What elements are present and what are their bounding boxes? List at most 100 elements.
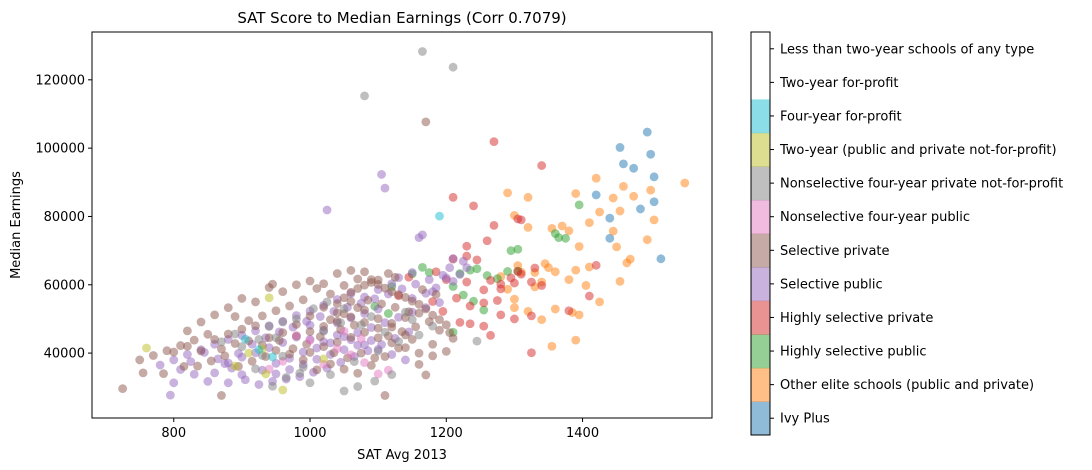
point-highly-selective-private (455, 317, 465, 327)
plot-frame (91, 31, 713, 419)
x-tick-label: 1400 (566, 426, 599, 441)
y-axis-label: Median Earnings (9, 171, 24, 279)
point-selective-private (118, 384, 128, 394)
point-nonselective-four-year-private-not-for-profit (339, 386, 349, 396)
point-other-elite-schools-public-and-private (564, 275, 574, 285)
point-highly-selective-public (418, 262, 427, 272)
point-selective-private (230, 312, 240, 321)
point-ivy-plus (646, 149, 656, 159)
point-highly-selective-public (424, 268, 434, 277)
point-selective-public (169, 378, 179, 388)
point-selective-private (380, 391, 390, 400)
point-selective-private (332, 308, 342, 318)
point-two-year-public-and-private-not-for-profit (261, 369, 271, 379)
point-four-year-for-profit (435, 211, 444, 221)
point-highly-selective-private (465, 301, 475, 311)
point-nonselective-four-year-private-not-for-profit (394, 337, 403, 346)
point-nonselective-four-year-private-not-for-profit (251, 364, 260, 374)
point-highly-selective-private (472, 255, 482, 265)
point-selective-private (326, 315, 335, 325)
point-selective-public (407, 268, 417, 277)
point-selective-private (360, 305, 369, 315)
point-selective-private (244, 316, 254, 326)
point-highly-selective-private (469, 201, 478, 211)
point-selective-private (305, 311, 315, 321)
point-selective-public (213, 354, 223, 364)
point-other-elite-schools-public-and-private (503, 284, 513, 294)
point-ivy-plus (649, 172, 659, 182)
point-other-elite-schools-public-and-private (571, 335, 581, 345)
x-axis-ticks: 800 1000 1200 1400 (161, 418, 599, 441)
point-selective-private (346, 312, 356, 322)
point-nonselective-four-year-private-not-for-profit (336, 318, 346, 328)
point-nonselective-four-year-private-not-for-profit (414, 330, 424, 340)
point-highly-selective-private (479, 321, 489, 331)
point-selective-public (240, 375, 250, 385)
point-selective-private (278, 287, 288, 297)
point-selective-public (271, 358, 281, 368)
point-selective-private (206, 356, 216, 366)
point-selective-private (346, 287, 356, 297)
point-highly-selective-public (561, 233, 570, 243)
colorbar-label: Less than two-year schools of any type (780, 42, 1034, 57)
point-nonselective-four-year-private-not-for-profit (264, 322, 274, 331)
point-nonselective-four-year-public (291, 331, 301, 341)
point-selective-public (223, 358, 233, 368)
point-two-year-public-and-private-not-for-profit (319, 354, 329, 364)
point-selective-public (445, 263, 455, 273)
point-selective-private (370, 353, 380, 363)
point-selective-public (169, 355, 179, 365)
point-selective-public (237, 352, 247, 362)
point-selective-private (383, 269, 393, 278)
point-nonselective-four-year-private-not-for-profit (428, 321, 438, 331)
point-ivy-plus (591, 190, 601, 200)
point-selective-private (380, 283, 390, 293)
point-selective-private (135, 355, 145, 365)
point-highly-selective-private (510, 278, 519, 288)
point-nonselective-four-year-private-not-for-profit (407, 315, 417, 325)
point-other-elite-schools-public-and-private (574, 242, 584, 251)
point-other-elite-schools-public-and-private (550, 304, 560, 314)
point-selective-private (217, 344, 226, 354)
point-selective-private (305, 276, 315, 286)
point-nonselective-four-year-public (339, 326, 349, 336)
point-selective-public (366, 336, 376, 345)
point-other-elite-schools-public-and-private (625, 254, 635, 264)
point-selective-private (346, 297, 356, 306)
point-highly-selective-private (486, 275, 495, 285)
point-highly-selective-private (479, 298, 489, 308)
point-selective-private (298, 355, 308, 365)
point-two-year-public-and-private-not-for-profit (278, 385, 288, 395)
x-tick-label: 800 (161, 426, 186, 441)
point-highly-selective-private (492, 296, 502, 305)
point-selective-private (366, 277, 376, 287)
point-selective-private (264, 333, 274, 343)
point-highly-selective-private (489, 220, 499, 230)
point-selective-private (176, 341, 185, 350)
point-selective-public (411, 279, 421, 289)
point-highly-selective-private (591, 260, 601, 270)
point-other-elite-schools-public-and-private (523, 192, 533, 202)
point-selective-private (441, 346, 451, 356)
point-nonselective-four-year-private-not-for-profit (366, 312, 376, 321)
point-highly-selective-public (506, 246, 516, 256)
point-nonselective-four-year-public (373, 369, 383, 379)
y-tick-label: 60000 (44, 278, 85, 293)
point-selective-private (360, 267, 369, 277)
point-other-elite-schools-public-and-private (595, 297, 604, 307)
point-other-elite-schools-public-and-private (564, 226, 574, 236)
point-selective-private (397, 327, 407, 336)
point-nonselective-four-year-private-not-for-profit (387, 370, 397, 380)
point-selective-public (305, 320, 315, 330)
point-other-elite-schools-public-and-private (544, 263, 553, 273)
colorbar-label: Two-year for-profit (779, 76, 899, 91)
point-highly-selective-private (448, 192, 458, 202)
colorbar-label: Nonselective four-year private not-for-p… (780, 177, 1063, 192)
point-selective-public (380, 183, 390, 193)
point-four-year-for-profit (268, 352, 277, 362)
point-nonselective-four-year-private-not-for-profit (353, 382, 363, 391)
point-other-elite-schools-public-and-private (680, 178, 690, 188)
point-four-year-for-profit (240, 334, 250, 344)
point-selective-private (349, 320, 359, 330)
